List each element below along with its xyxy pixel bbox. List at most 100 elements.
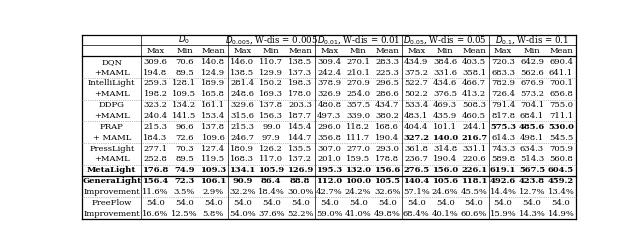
Text: 216.7: 216.7: [461, 134, 487, 142]
Text: 201.0: 201.0: [317, 155, 341, 163]
Text: 137.8: 137.8: [259, 101, 284, 109]
Text: 331.6: 331.6: [433, 68, 457, 77]
Text: 791.4: 791.4: [491, 101, 515, 109]
Text: 40.1%: 40.1%: [432, 210, 458, 218]
Text: 358.1: 358.1: [462, 68, 486, 77]
Text: Min: Min: [437, 47, 454, 55]
Text: 2.9%: 2.9%: [203, 188, 224, 196]
Text: 327.2: 327.2: [403, 134, 429, 142]
Text: 567.5: 567.5: [519, 166, 545, 174]
Text: 530.0: 530.0: [548, 123, 574, 131]
Text: 270.9: 270.9: [346, 79, 370, 87]
Text: +MAML: +MAML: [94, 155, 130, 163]
Text: 492.6: 492.6: [490, 177, 516, 185]
Text: 153.4: 153.4: [202, 112, 225, 120]
Text: 361.8: 361.8: [404, 145, 428, 153]
Text: 180.9: 180.9: [230, 145, 254, 153]
Text: +MAML: +MAML: [94, 68, 130, 77]
Text: 146.0: 146.0: [230, 58, 254, 66]
Text: DQN: DQN: [101, 58, 122, 66]
Text: 184.3: 184.3: [143, 134, 168, 142]
Text: 480.8: 480.8: [317, 101, 341, 109]
Text: 376.5: 376.5: [433, 90, 457, 98]
Text: Mean: Mean: [375, 47, 399, 55]
Text: 296.5: 296.5: [375, 79, 399, 87]
Text: Max: Max: [233, 47, 252, 55]
Text: 129.9: 129.9: [259, 68, 284, 77]
Text: 356.8: 356.8: [317, 134, 341, 142]
Text: 138.5: 138.5: [288, 58, 312, 66]
Text: $D_0$: $D_0$: [179, 34, 191, 46]
Text: 560.8: 560.8: [549, 155, 573, 163]
Text: 54.0: 54.0: [436, 199, 454, 207]
Text: 210.1: 210.1: [346, 68, 370, 77]
Text: Mean: Mean: [549, 47, 573, 55]
Text: PressLight: PressLight: [89, 145, 134, 153]
Text: 168.3: 168.3: [230, 155, 254, 163]
Text: 642.9: 642.9: [520, 58, 544, 66]
Text: 169.3: 169.3: [259, 90, 284, 98]
Text: 634.3: 634.3: [520, 145, 544, 153]
Text: 117.0: 117.0: [259, 155, 284, 163]
Text: 508.3: 508.3: [462, 101, 486, 109]
Text: 12.7%: 12.7%: [519, 188, 545, 196]
Text: 105.9: 105.9: [259, 166, 284, 174]
Text: 15.9%: 15.9%: [490, 210, 516, 218]
Text: 189.9: 189.9: [202, 79, 225, 87]
Text: 14.4%: 14.4%: [490, 188, 516, 196]
Text: 5.8%: 5.8%: [203, 210, 224, 218]
Text: 159.5: 159.5: [346, 155, 371, 163]
Text: 57.1%: 57.1%: [403, 188, 429, 196]
Text: 384.6: 384.6: [433, 58, 457, 66]
Text: 469.3: 469.3: [433, 101, 457, 109]
Text: 105.6: 105.6: [432, 177, 458, 185]
Text: 99.0: 99.0: [262, 123, 281, 131]
Text: 502.2: 502.2: [404, 90, 428, 98]
Text: 101.1: 101.1: [433, 123, 457, 131]
Text: 150.2: 150.2: [259, 79, 284, 87]
Text: $D_{0.05}$, W-dis = 0.05: $D_{0.05}$, W-dis = 0.05: [403, 34, 487, 46]
Text: 403.5: 403.5: [462, 58, 486, 66]
Text: 283.3: 283.3: [375, 58, 399, 66]
Text: 466.7: 466.7: [462, 79, 486, 87]
Text: 276.5: 276.5: [403, 166, 429, 174]
Text: 246.7: 246.7: [230, 134, 254, 142]
Text: 711.1: 711.1: [549, 112, 573, 120]
Text: 86.4: 86.4: [261, 177, 282, 185]
Text: 619.1: 619.1: [490, 166, 516, 174]
Text: 545.5: 545.5: [549, 134, 573, 142]
Text: 533.4: 533.4: [404, 101, 428, 109]
Text: 357.5: 357.5: [346, 101, 371, 109]
Text: 226.1: 226.1: [461, 166, 487, 174]
Text: 176.8: 176.8: [142, 166, 169, 174]
Text: 68.4%: 68.4%: [403, 210, 429, 218]
Text: Mean: Mean: [202, 47, 225, 55]
Text: 135.5: 135.5: [288, 145, 312, 153]
Text: 315.6: 315.6: [230, 112, 254, 120]
Text: 110.7: 110.7: [259, 58, 284, 66]
Text: 194.8: 194.8: [143, 68, 168, 77]
Text: 126.2: 126.2: [259, 145, 284, 153]
Text: 97.9: 97.9: [262, 134, 281, 142]
Text: 720.3: 720.3: [491, 58, 515, 66]
Text: 413.2: 413.2: [462, 90, 486, 98]
Text: 32.6%: 32.6%: [374, 188, 401, 196]
Text: 134.2: 134.2: [172, 101, 196, 109]
Text: 89.5: 89.5: [175, 68, 194, 77]
Text: 277.0: 277.0: [346, 145, 370, 153]
Text: 522.7: 522.7: [404, 79, 428, 87]
Text: 12.5%: 12.5%: [171, 210, 198, 218]
Text: Max: Max: [147, 47, 164, 55]
Text: 604.5: 604.5: [548, 166, 574, 174]
Text: 161.1: 161.1: [202, 101, 225, 109]
Text: 782.9: 782.9: [491, 79, 515, 87]
Text: 13.4%: 13.4%: [548, 188, 575, 196]
Text: 434.7: 434.7: [375, 101, 399, 109]
Text: 52.2%: 52.2%: [287, 210, 314, 218]
Text: 109.6: 109.6: [202, 134, 225, 142]
Text: Min: Min: [176, 47, 193, 55]
Text: 203.3: 203.3: [289, 101, 312, 109]
Text: 331.1: 331.1: [462, 145, 486, 153]
Text: 215.3: 215.3: [143, 123, 168, 131]
Text: 190.4: 190.4: [375, 134, 399, 142]
